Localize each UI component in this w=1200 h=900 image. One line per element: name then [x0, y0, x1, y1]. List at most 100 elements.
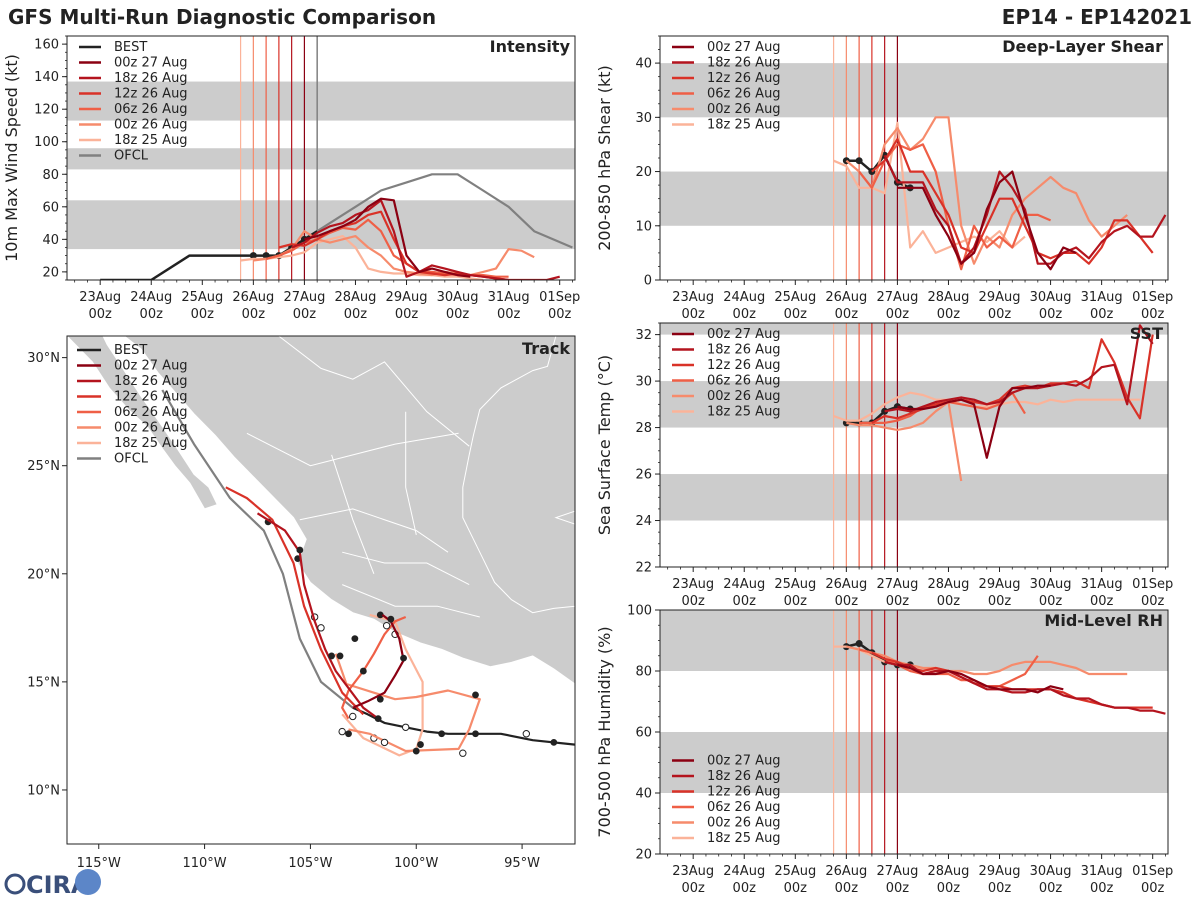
track-panel: 115°W 110°W 105°W 100°W 95°W 10°N 15°N 20°N 25°N…	[27, 335, 576, 871]
legend-label: 18z 26 Aug	[114, 374, 188, 389]
x-tick-label-date: 01Sep	[539, 290, 580, 305]
track-point-00z	[412, 747, 420, 755]
cuba-land	[554, 510, 575, 525]
track-point-12z	[380, 738, 389, 747]
y-tick-label: 10	[635, 219, 652, 234]
x-tick-label-date: 28Aug	[927, 290, 969, 305]
rh-panel: 20 40 60 80 100 23Aug 00z 24Aug 00z 25Aug 00z 26Aug…	[595, 604, 1173, 897]
legend-label: 18z 26 Aug	[707, 56, 781, 71]
cira-logo-mark	[4, 873, 26, 895]
track-point-00z	[376, 611, 384, 619]
y-tick-label: 40	[42, 233, 59, 248]
y-tick-label: 140	[34, 70, 59, 85]
legend-label: 12z 26 Aug	[114, 87, 188, 102]
track-point-00z	[472, 730, 479, 738]
y-tick-label: 60	[635, 726, 652, 741]
series-line-00z-27-aug	[897, 384, 1051, 459]
y-axis-label: Sea Surface Temp (°C)	[595, 355, 614, 535]
series-line-00z-27-aug	[897, 663, 1064, 694]
y-tick-label: 40	[635, 787, 652, 802]
lat-tick-label: 30°N	[27, 351, 60, 366]
track-point-00z	[376, 695, 384, 703]
x-tick-label-date: 31Aug	[488, 290, 530, 305]
track-point-00z	[417, 741, 424, 748]
x-tick-label-date: 27Aug	[876, 864, 918, 879]
track-line-06z-26-aug	[341, 615, 407, 720]
shaded-band	[660, 474, 1168, 521]
shaded-band	[660, 381, 1168, 428]
legend-label: 06z 26 Aug	[114, 405, 188, 420]
track-line-18z-25-aug	[341, 613, 424, 757]
legend-label: 00z 27 Aug	[707, 754, 781, 769]
figure-title: GFS Multi-Run Diagnostic Comparison	[8, 5, 436, 29]
x-tick-label-date: 25Aug	[774, 577, 816, 592]
track-point-12z	[522, 730, 531, 738]
x-tick-label-date: 01Sep	[1132, 864, 1173, 879]
track-point-12z	[338, 727, 346, 736]
x-tick-label-hour: 00z	[835, 594, 859, 609]
lon-tick-label: 115°W	[77, 856, 121, 871]
series-line-18z-26-aug	[291, 199, 560, 280]
x-tick-label-hour: 00z	[1039, 307, 1063, 322]
x-tick-label-date: 24Aug	[723, 290, 765, 305]
series-line-00z-26-aug	[253, 230, 535, 277]
track-point-00z	[336, 652, 344, 660]
series-line-18z-26-aug	[884, 324, 1154, 413]
lon-tick-label: 95°W	[504, 856, 540, 871]
panel-title: Mid-Level RH	[1044, 611, 1163, 630]
x-tick-label-date: 29Aug	[979, 864, 1021, 879]
state-border	[246, 432, 459, 467]
x-tick-label-hour: 00z	[733, 881, 757, 896]
y-tick-label: 26	[635, 468, 652, 483]
lat-tick-label: 10°N	[27, 783, 60, 798]
legend-label: 00z 26 Aug	[707, 102, 781, 117]
y-tick-label: 40	[635, 57, 652, 72]
y-axis-label: 200-850 hPa Shear (kt)	[595, 65, 614, 251]
intensity-panel: 20 40 60 80 100 120 140 160 23Aug 00z 24Aug 00z 25Au…	[2, 35, 580, 322]
legend-label: BEST	[114, 343, 147, 358]
y-tick-label: 60	[42, 200, 59, 215]
y-axis-label: 700-500 hPa Humidity (%)	[595, 626, 614, 837]
baja-california-land	[67, 336, 219, 510]
shear-panel: 0 10 20 30 40 23Aug 00z 24Aug 00z 25Aug 00z 26Aug 00…	[595, 35, 1173, 322]
mainland-land	[67, 336, 575, 685]
x-tick-label-hour: 00z	[681, 594, 705, 609]
series-line-18z-26-aug	[884, 660, 1166, 715]
legend-label: 12z 26 Aug	[707, 71, 781, 86]
legend-label: 00z 27 Aug	[114, 359, 188, 374]
x-tick-label-hour: 00z	[784, 594, 808, 609]
state-border	[278, 336, 470, 447]
track-point-00z	[438, 730, 446, 738]
series-line-00z-26-aug	[846, 400, 963, 482]
y-tick-label: 80	[635, 665, 652, 680]
cira-logo-globe	[75, 869, 101, 895]
x-tick-label-hour: 00z	[242, 307, 266, 322]
legend-label: 12z 26 Aug	[707, 785, 781, 800]
x-tick-label-date: 23Aug	[672, 577, 714, 592]
legend-label: 06z 26 Aug	[114, 102, 188, 117]
x-tick-label-date: 27Aug	[283, 290, 325, 305]
sst-plot-area	[660, 323, 1168, 567]
lat-tick-label: 15°N	[27, 675, 60, 690]
legend-label: 18z 26 Aug	[707, 769, 781, 784]
track-frame	[66, 335, 576, 845]
x-tick-label-hour: 00z	[1090, 594, 1114, 609]
x-tick-label-hour: 00z	[988, 594, 1012, 609]
lat-tick-label: 20°N	[27, 567, 60, 582]
x-tick-label-hour: 00z	[1141, 881, 1165, 896]
x-tick-label-hour: 00z	[191, 307, 215, 322]
series-line-18z-25-aug	[240, 235, 484, 280]
track-point-00z	[345, 730, 352, 738]
track-point-00z	[472, 691, 479, 699]
x-tick-label-hour: 00z	[937, 594, 961, 609]
x-tick-label-date: 31Aug	[1081, 290, 1123, 305]
sst-panel: 22 24 26 28 30 32 23Aug 00z 24Aug 00z 25Aug 00z 26Au…	[595, 322, 1173, 609]
x-tick-label-date: 29Aug	[386, 290, 428, 305]
x-tick-label-date: 23Aug	[672, 290, 714, 305]
x-tick-label-date: 29Aug	[979, 290, 1021, 305]
y-tick-label: 120	[34, 103, 59, 118]
y-tick-label: 100	[627, 604, 652, 619]
best-point	[855, 157, 863, 165]
x-tick-label-date: 25Aug	[181, 290, 223, 305]
y-tick-label: 32	[635, 328, 652, 343]
